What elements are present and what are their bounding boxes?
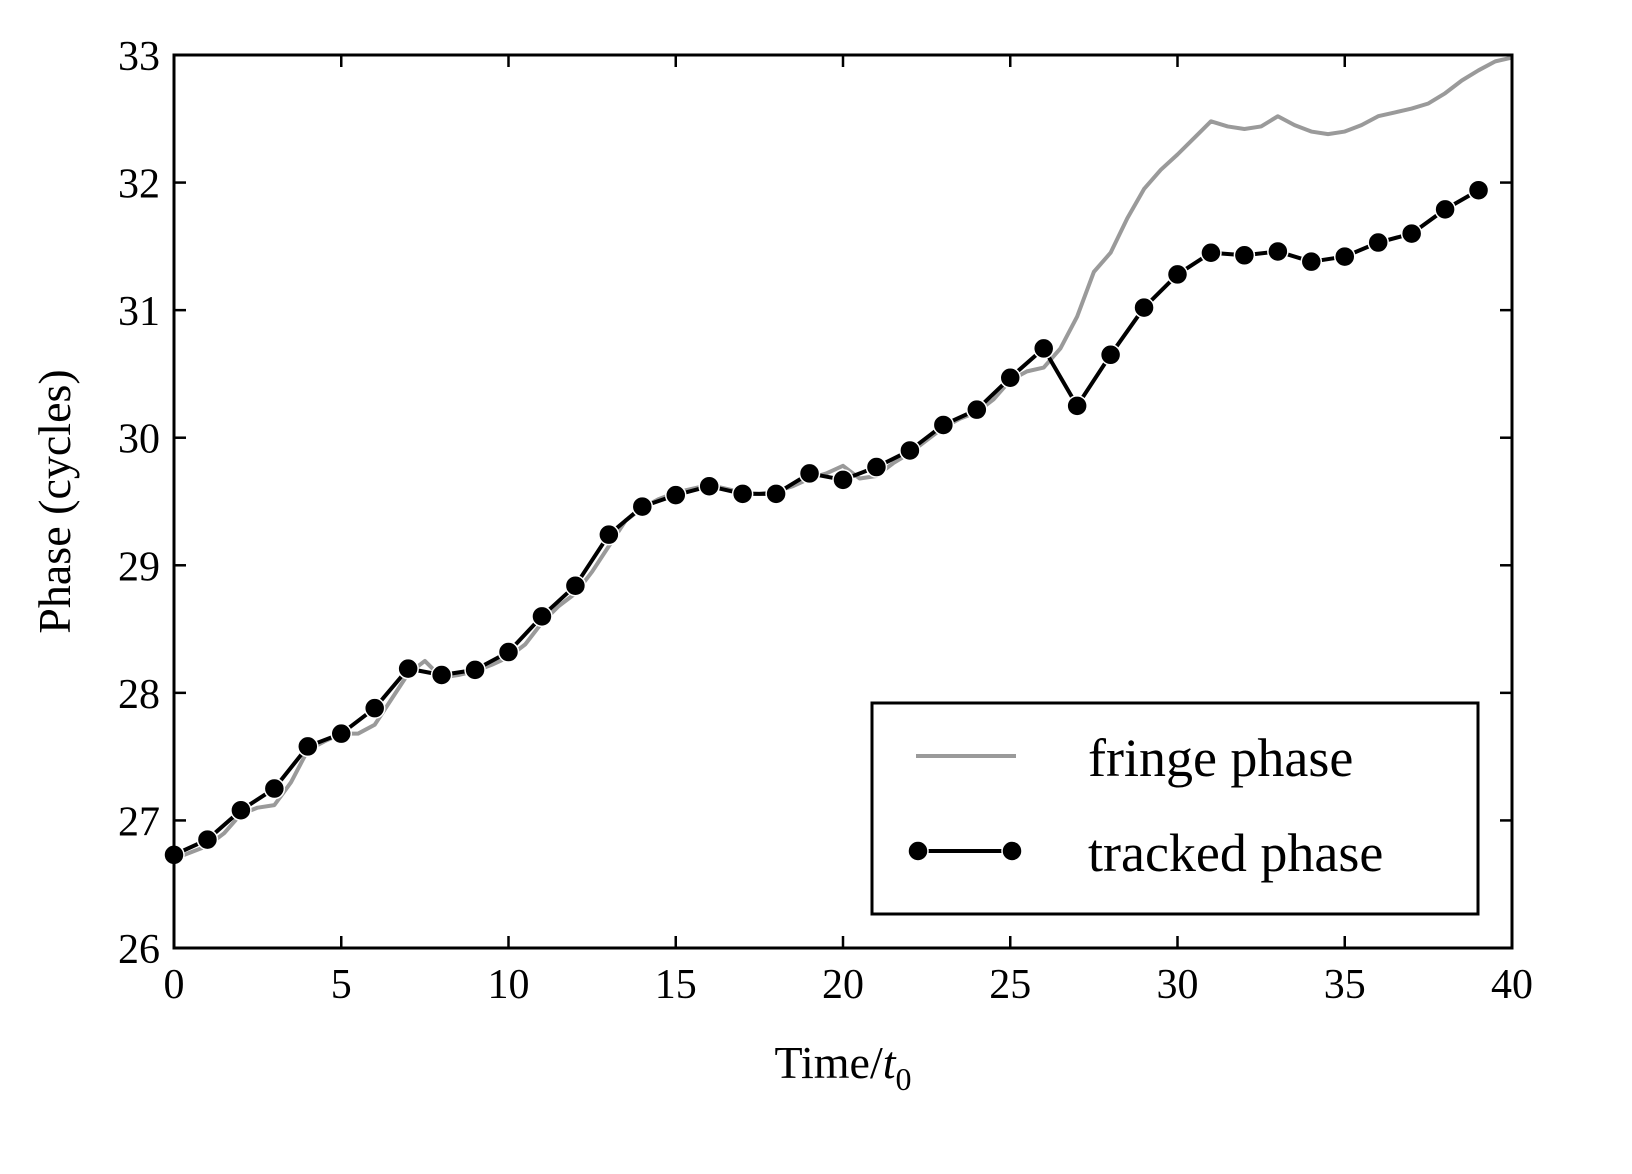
tracked-phase-marker [464,659,486,681]
y-tick-label: 33 [118,34,160,80]
tracked-phase-marker [1467,179,1490,201]
tracked-phase-marker [1434,198,1456,221]
tracked-phase-marker [631,495,654,518]
legend: fringe phase tracked phase [870,701,1480,916]
y-tick-label: 27 [118,799,160,845]
tracked-phase-marker [665,484,687,506]
tracked-phase-marker [1267,240,1289,263]
tracked-phase-marker [531,605,553,628]
ticks-layer: 0 5 10 15 20 25 30 35 40 26 27 28 29 30 31 32 33 [118,34,1533,1008]
x-axis-title-variable: t [883,1037,897,1088]
x-tick-label: 15 [655,962,697,1008]
x-tick-label: 25 [989,962,1031,1008]
tracked-phase-marker [865,456,888,478]
tracked-phase-marker [297,735,319,758]
tracked-phase-marker [564,574,587,597]
tracked-phase-marker [1166,263,1189,286]
x-tick-label: 10 [488,962,530,1008]
x-tick-label: 35 [1324,962,1366,1008]
tracked-phase-marker [430,664,453,686]
tracked-phase-marker [1233,244,1256,267]
tracked-phase-marker [832,469,854,491]
x-tick-label: 0 [164,962,185,1008]
y-tick-label: 30 [118,417,160,463]
plot-area [163,55,1513,866]
tracked-phase-marker [765,483,787,505]
tracked-phase-marker [1133,296,1155,319]
tracked-phase-marker [798,462,821,485]
tracked-phase-marker [363,697,386,719]
tracked-phase-marker [1300,250,1323,273]
legend-box [870,701,1480,916]
tracked-phase-marker [999,367,1021,389]
x-tick-label: 5 [331,962,352,1008]
legend-fringe-label: fringe phase [1088,728,1353,788]
tracked-phase-marker [263,777,286,800]
tracked-phase-marker [330,722,352,745]
y-tick-label: 31 [118,289,160,335]
x-axis-title-subscript: 0 [896,1061,912,1097]
tracked-phase-marker [932,414,955,436]
tracked-phase-marker [1367,231,1389,254]
y-tick-label: 28 [118,672,160,718]
tracked-phase-marker [497,641,520,663]
legend-tracked-marker [907,840,929,862]
fringe-phase-line [173,55,1513,861]
tracked-phase-marker [1200,241,1222,264]
tracked-phase-marker [1066,395,1088,417]
x-axis-title: Time/t0 [774,1037,911,1097]
tracked-phase-marker [698,475,720,497]
tracked-phase-marker [1400,222,1423,245]
tracked-phase-marker [1032,337,1055,360]
x-tick-label: 30 [1157,962,1199,1008]
y-axis-title: Phase (cycles) [29,369,80,633]
tracked-phase-marker [966,398,988,421]
tracked-phase-marker [598,523,620,546]
x-tick-label: 40 [1491,962,1533,1008]
x-tick-label: 20 [822,962,864,1008]
y-tick-label: 32 [118,162,160,208]
legend-tracked-label: tracked phase [1088,823,1383,883]
tracked-phase-marker [899,439,921,462]
series-layer [163,55,1513,866]
tracked-phase-marker [397,657,419,680]
tracked-phase-marker [196,828,219,851]
tracked-phase-marker [230,799,252,821]
y-tick-label: 26 [118,927,160,973]
x-axis-title-main: Time/ [774,1037,882,1088]
tracked-phase-marker [1099,344,1122,366]
tracked-phase-line [173,188,1480,857]
y-tick-label: 29 [118,544,160,590]
tracked-phase-marker [731,483,754,505]
tracked-phase-marker [1334,245,1356,268]
legend-tracked-marker [1001,840,1023,862]
